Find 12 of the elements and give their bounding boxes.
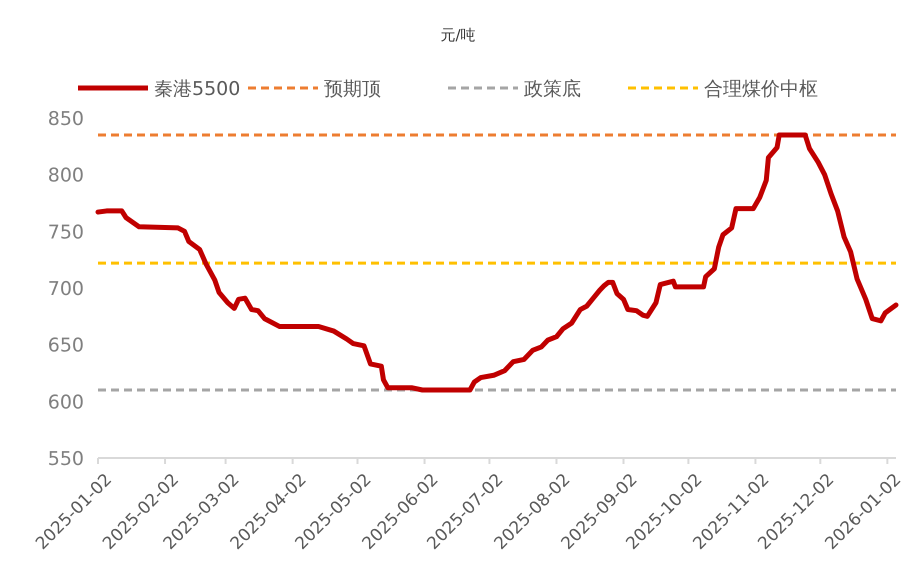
y-tick-label: 550 xyxy=(48,448,84,470)
y-tick-label: 700 xyxy=(48,278,84,300)
y-tick-label: 750 xyxy=(48,221,84,244)
y-tick-label: 850 xyxy=(48,108,84,130)
legend-label: 合理煤价中枢 xyxy=(704,78,818,100)
y-tick-label: 800 xyxy=(48,164,84,187)
legend-label: 政策底 xyxy=(524,78,581,100)
y-tick-label: 600 xyxy=(48,391,84,414)
chart-title: 元/吨 xyxy=(440,26,476,44)
legend-label: 秦港5500 xyxy=(154,78,240,100)
y-tick-label: 650 xyxy=(48,334,84,357)
legend-label: 预期顶 xyxy=(324,78,381,100)
